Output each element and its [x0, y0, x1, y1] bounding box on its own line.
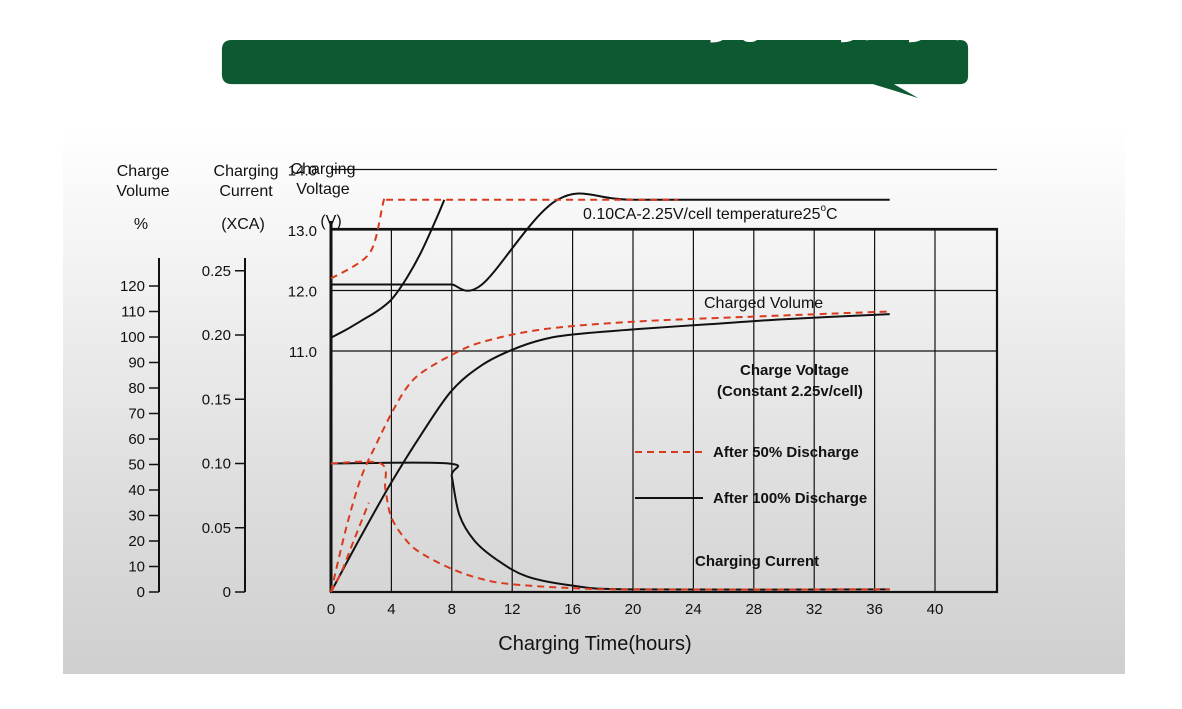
plot-frame: [329, 221, 999, 594]
banner-title: نمودار شارژ باتری بر اساس زمان: [656, 8, 1152, 43]
current-tick-0.10: 0.10: [202, 456, 231, 473]
current-tick-0.25: 0.25: [202, 263, 231, 280]
voltage-axis-unit: (V): [320, 213, 341, 230]
x-axis-label: Charging Time(hours): [498, 633, 691, 655]
title-banner: [221, 40, 969, 99]
volume-tick-60: 60: [128, 431, 145, 448]
current-tick-0.15: 0.15: [202, 391, 231, 408]
x-tick-36: 36: [866, 601, 883, 618]
volume-axis-header-2: Volume: [116, 183, 169, 200]
chart-axes: 048121620242832364011.012.013.014.015.00…: [120, 163, 944, 619]
x-tick-8: 8: [448, 601, 456, 618]
voltage-tick-14.0: 14.0: [288, 163, 317, 180]
x-tick-32: 32: [806, 601, 823, 618]
banner-shape: [221, 40, 969, 99]
series-half-voltage: [330, 196, 679, 280]
annotation-charge-voltage: Charge Voltage: [740, 362, 849, 379]
chart-grid: [331, 168, 997, 592]
current-tick-0.20: 0.20: [202, 327, 231, 344]
annotation-charge-voltage-note: (Constant 2.25v/cell): [717, 383, 863, 400]
volume-tick-20: 20: [128, 533, 145, 550]
voltage-axis-header-2: Voltage: [296, 181, 349, 198]
series-full-voltage: [331, 192, 890, 292]
volume-tick-40: 40: [128, 482, 145, 499]
volume-tick-30: 30: [128, 508, 145, 525]
series-full-volume: [330, 313, 890, 593]
current-axis-unit: (XCA): [221, 216, 265, 233]
series-half-current: [330, 460, 890, 591]
voltage-tick-11.0: 11.0: [289, 344, 317, 361]
annotation-charged-volume: Charged Volume: [704, 295, 823, 312]
x-tick-40: 40: [927, 601, 944, 618]
legend-label-1: After 100% Discharge: [713, 490, 867, 507]
plot-border: [329, 227, 999, 594]
x-tick-24: 24: [685, 601, 702, 618]
volume-tick-110: 110: [121, 304, 145, 321]
volume-tick-70: 70: [128, 406, 145, 423]
volume-tick-120: 120: [120, 278, 145, 295]
volume-axis-unit: %: [134, 216, 148, 233]
charge-chart: 048121620242832364011.012.013.014.015.00…: [116, 161, 999, 655]
series-full-voltage_rise: [330, 199, 446, 339]
series-half-volume_foot: [330, 502, 370, 593]
current-axis-header-1: Charging: [214, 163, 279, 180]
volume-tick-100: 100: [120, 329, 145, 346]
volume-tick-50: 50: [128, 457, 145, 474]
voltage-tick-12.0: 12.0: [288, 284, 317, 301]
volume-axis-header-1: Charge: [117, 163, 170, 180]
condition-label: 0.10CA-2.25V/cell temperature25oC: [583, 203, 838, 223]
voltage-axis-header-1: Charging: [291, 161, 356, 178]
x-tick-16: 16: [564, 601, 581, 618]
annotation-charging-current: Charging Current: [695, 553, 819, 570]
series-half-volume: [330, 310, 890, 593]
volume-tick-80: 80: [128, 380, 145, 397]
volume-tick-90: 90: [128, 355, 145, 372]
legend-label-0: After 50% Discharge: [713, 444, 859, 461]
x-tick-28: 28: [745, 601, 762, 618]
x-tick-20: 20: [625, 601, 642, 618]
chart-legend: After 50% Discharge After 100% Discharge: [635, 444, 867, 507]
chart-series: [330, 192, 890, 593]
current-tick-0: 0: [223, 584, 231, 601]
series-full-current: [330, 461, 890, 591]
voltage-tick-13.0: 13.0: [288, 223, 317, 240]
volume-tick-0: 0: [137, 584, 145, 601]
current-axis-header-2: Current: [219, 183, 273, 200]
chart-panel: 048121620242832364011.012.013.014.015.00…: [63, 126, 1125, 674]
x-tick-0: 0: [327, 601, 335, 618]
x-tick-4: 4: [387, 601, 395, 618]
volume-tick-10: 10: [128, 559, 145, 576]
x-tick-12: 12: [504, 601, 521, 618]
current-tick-0.05: 0.05: [202, 520, 231, 537]
